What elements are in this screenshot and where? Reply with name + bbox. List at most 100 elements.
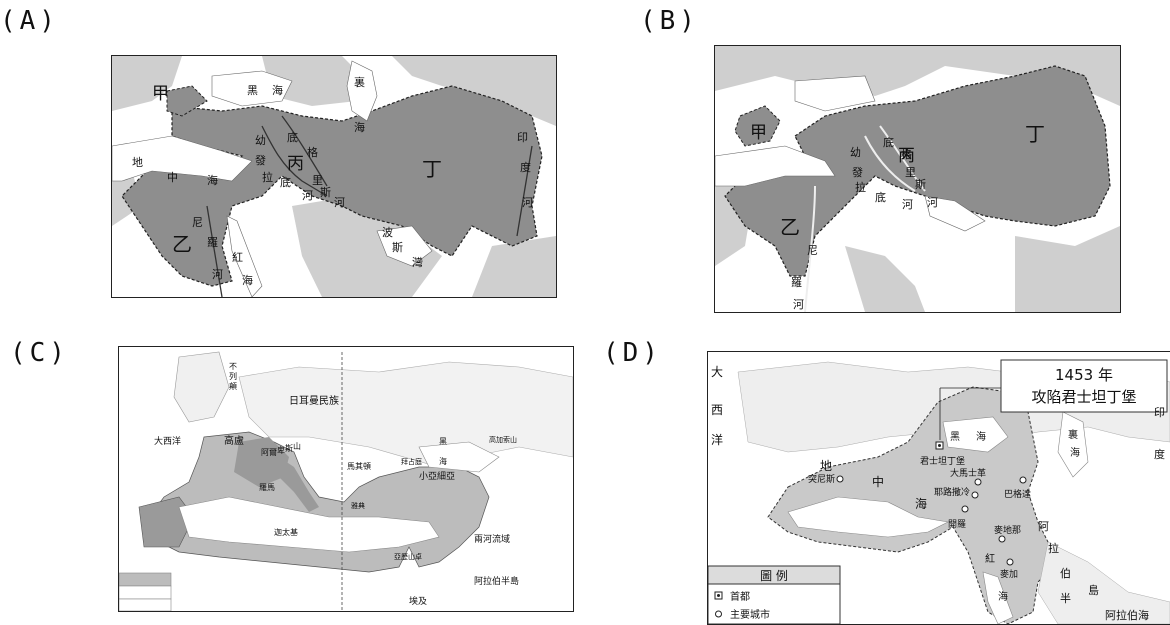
map-a-indus-3: 河: [522, 196, 533, 209]
map-b-euphrates-4: 底: [875, 190, 886, 204]
map-b-euphrates-1: 幼: [850, 146, 861, 159]
map-d-arabia-2: 拉: [1048, 541, 1059, 555]
map-a-red-2: 海: [242, 273, 253, 287]
map-b-region-jia: 甲: [750, 123, 767, 143]
map-c-mesopotamia: 兩河流域: [474, 533, 510, 545]
map-a-black-sea-2: 海: [272, 83, 283, 97]
map-c-alps-1: 阿: [261, 448, 269, 457]
map-a-persian-3: 灣: [412, 256, 423, 269]
option-label-a: (A): [0, 6, 59, 36]
map-b-region-ding: 丁: [1025, 122, 1045, 146]
map-a-persian-2: 斯: [392, 241, 403, 254]
map-a-euphrates-5: 河: [302, 189, 313, 202]
map-d-legend-capital: 首都: [730, 590, 750, 603]
map-d-atlantic-3: 洋: [711, 432, 723, 447]
map-c-egypt: 埃及: [409, 595, 427, 607]
map-b-tigris-4: 斯: [915, 178, 926, 191]
map-a-indus-2: 度: [520, 160, 531, 174]
map-b-euphrates-5: 河: [902, 198, 913, 211]
map-a-indus-1: 印: [517, 131, 528, 144]
map-a-euphrates-3: 拉: [262, 170, 273, 184]
map-b-nile-3: 河: [793, 298, 804, 311]
map-b-canvas: 甲 乙 丙 丁 幼 發 拉 底 河 底 格 里 斯 河 尼 羅 河: [715, 46, 1120, 312]
map-d-city-tunis: 突尼斯: [808, 473, 835, 485]
map-c-britain-2: 列: [229, 371, 237, 381]
map-c: 不 列 顛 日耳曼民族 大西洋 高盧 阿 爾 卑 斯 山 羅馬 迦太基 馬其頓 …: [118, 346, 574, 612]
map-b-nile-1: 尼: [807, 244, 818, 257]
map-d-caspian-1: 裏: [1068, 428, 1078, 441]
map-b-nile-2: 羅: [791, 276, 802, 289]
map-a-red-1: 紅: [232, 251, 243, 264]
map-c-alps-4: 斯: [285, 443, 293, 453]
map-c-macedon: 馬其頓: [347, 461, 371, 471]
map-b-euphrates-2: 發: [852, 165, 863, 179]
map-a-tigris-5: 河: [334, 196, 345, 209]
map-d-city-constantinople: 君士坦丁堡: [920, 455, 965, 467]
map-d-legend-city-icon: [715, 610, 722, 618]
map-a-region-yi: 乙: [172, 232, 192, 256]
option-label-d: (D): [603, 338, 662, 368]
map-d-canvas: 1453 年 攻陷君士坦丁堡 君士坦丁堡 突尼斯 大馬士革 巴格達 耶路撒冷 開…: [708, 352, 1170, 624]
map-d-city-jerusalem: 耶路撒冷: [934, 486, 970, 498]
map-c-britain-1: 不: [229, 362, 237, 371]
map-c-britain-3: 顛: [229, 381, 237, 391]
map-d-blacksea-2: 海: [976, 430, 986, 443]
map-a-region-ding: 丁: [422, 157, 442, 181]
map-a-region-bing: 丙: [287, 154, 304, 174]
map-a-persian-1: 波: [382, 226, 393, 239]
map-c-alps-3: 卑: [277, 445, 285, 455]
map-d-med-2: 中: [872, 474, 884, 489]
map-a-tigris-4: 斯: [320, 186, 331, 199]
map-d-med-1: 地: [820, 459, 832, 473]
map-b-region-bing: 丙: [898, 146, 915, 166]
map-c-rome: 羅馬: [259, 483, 275, 492]
map-d-caspian-2: 海: [1070, 446, 1080, 459]
map-d-atlantic-1: 大: [711, 365, 723, 379]
map-a-caspian-1: 裏: [354, 75, 365, 89]
map-d-india-1: 印: [1154, 406, 1165, 419]
map-c-caucasus: 高加索山: [489, 435, 517, 444]
map-c-germanic: 日耳曼民族: [289, 394, 339, 407]
map-c-athens: 雅典: [351, 501, 365, 510]
map-d-city-mecca: 麥加: [1000, 568, 1018, 580]
map-a-euphrates-2: 發: [255, 153, 266, 167]
map-a-caspian-2: 海: [354, 120, 365, 134]
map-d-india-2: 度: [1154, 447, 1165, 461]
map-a-black-sea-1: 黑: [247, 84, 258, 97]
map-a-euphrates-1: 幼: [255, 134, 266, 147]
map-c-byzantium: 拜占庭: [401, 457, 422, 466]
map-a-nile-2: 羅: [207, 236, 218, 249]
map-c-blacksea-1: 黑: [439, 437, 447, 446]
map-c-alps-5: 山: [293, 441, 301, 451]
map-a-nile-3: 河: [212, 268, 223, 281]
map-b: 甲 乙 丙 丁 幼 發 拉 底 河 底 格 里 斯 河 尼 羅 河: [714, 45, 1121, 313]
map-b-region-yi: 乙: [780, 215, 800, 239]
map-d-arabian-sea: 阿拉伯海: [1105, 608, 1149, 622]
map-c-alps-2: 爾: [269, 448, 277, 457]
map-a-region-jia: 甲: [152, 84, 169, 104]
map-c-alexandria: 亞歷山卓: [394, 552, 422, 561]
map-a-tigris-1: 底: [287, 130, 298, 144]
map-c-asiaminor: 小亞細亞: [419, 470, 455, 482]
map-b-tigris-3: 里: [905, 166, 916, 179]
map-a-nile-1: 尼: [192, 216, 203, 229]
map-b-tigris-1: 底: [883, 135, 894, 149]
map-a-med-1: 地: [132, 156, 143, 169]
option-label-c: (C): [10, 338, 69, 368]
map-c-blacksea-2: 海: [439, 456, 447, 466]
option-label-b: (B): [640, 6, 699, 36]
map-d-city-medina: 麥地那: [994, 524, 1021, 536]
map-d-blacksea-1: 黑: [950, 431, 960, 443]
map-d-city-cairo: 開羅: [948, 519, 966, 530]
map-b-tigris-5: 河: [927, 196, 938, 209]
map-d-callout-year: 1453 年: [1055, 366, 1113, 384]
map-d: 1453 年 攻陷君士坦丁堡 君士坦丁堡 突尼斯 大馬士革 巴格達 耶路撒冷 開…: [707, 351, 1170, 625]
map-c-carthage: 迦太基: [274, 527, 298, 537]
map-d-legend-title: 圖 例: [760, 569, 788, 583]
map-a-med-2: 中: [167, 171, 178, 184]
map-d-arabia-5: 島: [1088, 583, 1099, 597]
map-c-canvas: 不 列 顛 日耳曼民族 大西洋 高盧 阿 爾 卑 斯 山 羅馬 迦太基 馬其頓 …: [119, 347, 573, 611]
map-d-arabia-1: 阿: [1038, 520, 1049, 533]
map-d-arabia-3: 伯: [1060, 566, 1071, 580]
map-d-legend-city: 主要城市: [730, 608, 770, 621]
